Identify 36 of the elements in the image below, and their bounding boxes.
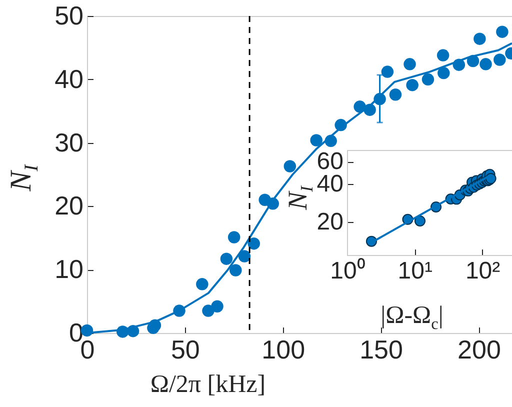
- y-tick-label: 30: [54, 127, 84, 158]
- x-axis-title: |Ω-Ω$_{c}$|: [380, 302, 444, 334]
- y-tick-label: 50: [54, 0, 84, 30]
- x-tick-label: 100: [262, 334, 306, 364]
- x-tick-label: 150: [360, 334, 403, 364]
- y-tick-label: 20: [316, 208, 344, 236]
- x-tick-label: 10²: [465, 258, 500, 284]
- point: [381, 66, 394, 78]
- point: [238, 250, 251, 262]
- point: [310, 134, 322, 146]
- point: [211, 300, 224, 312]
- point: [284, 160, 296, 172]
- point: [474, 32, 486, 45]
- y-tick-label: 40: [54, 64, 84, 94]
- x-axis-title: Ω/2π [kHz]: [150, 371, 266, 399]
- point: [422, 73, 434, 86]
- y-tick-label: 10: [54, 254, 84, 284]
- point: [228, 231, 240, 244]
- point: [406, 78, 418, 92]
- point: [436, 49, 450, 62]
- point: [389, 88, 402, 101]
- x-tick-label: 10⁰: [330, 258, 365, 284]
- point: [202, 304, 214, 317]
- x-tick-label: 200: [458, 334, 501, 364]
- point: [496, 26, 508, 38]
- point: [248, 237, 260, 250]
- point: [220, 252, 233, 265]
- x-tick-label: 10¹: [398, 258, 432, 284]
- point: [404, 58, 416, 70]
- point: [438, 66, 450, 80]
- y-tick-label: 20: [54, 190, 84, 221]
- x-tick-label: 50: [170, 334, 200, 364]
- point: [480, 58, 492, 70]
- point: [230, 264, 242, 276]
- point: [196, 278, 208, 290]
- point: [494, 54, 506, 66]
